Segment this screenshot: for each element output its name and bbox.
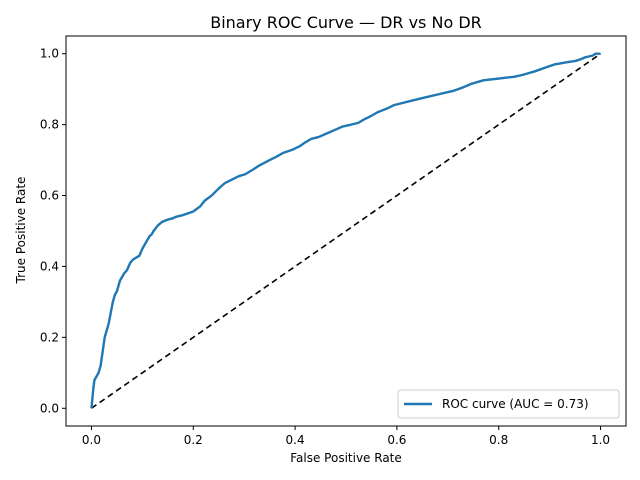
plot-frame	[65, 35, 627, 427]
axis-ticks: 0.0 0.2 0.4 0.6 0.8 1.0 0.0 0.2 0.4 0.6 0.8 1.0	[40, 47, 610, 447]
x-tick-label: 0.4	[286, 433, 305, 447]
series-layer	[90, 52, 602, 409]
x-tick-label: 0.0	[82, 433, 101, 447]
legend: ROC curve (AUC = 0.73)	[397, 389, 620, 419]
chance-line	[90, 53, 602, 409]
y-axis-label: True Positive Rate	[14, 177, 28, 285]
legend-label: ROC curve (AUC = 0.73)	[442, 397, 589, 411]
y-tick-label: 0.2	[40, 330, 59, 344]
y-tick-label: 1.0	[40, 47, 59, 61]
y-tick-label: 0.0	[40, 401, 59, 415]
x-tick-label: 0.6	[387, 433, 406, 447]
plot-area	[65, 35, 627, 427]
legend-box	[397, 389, 620, 419]
roc-curve-line	[90, 52, 601, 409]
chart-title: Binary ROC Curve — DR vs No DR	[210, 13, 482, 32]
x-tick-label: 0.2	[184, 433, 203, 447]
y-tick-label: 0.4	[40, 259, 59, 273]
y-tick-label: 0.8	[40, 118, 59, 132]
x-tick-label: 0.8	[489, 433, 508, 447]
x-tick-label: 1.0	[591, 433, 610, 447]
y-tick-label: 0.6	[40, 189, 59, 203]
x-axis-label: False Positive Rate	[290, 451, 402, 465]
